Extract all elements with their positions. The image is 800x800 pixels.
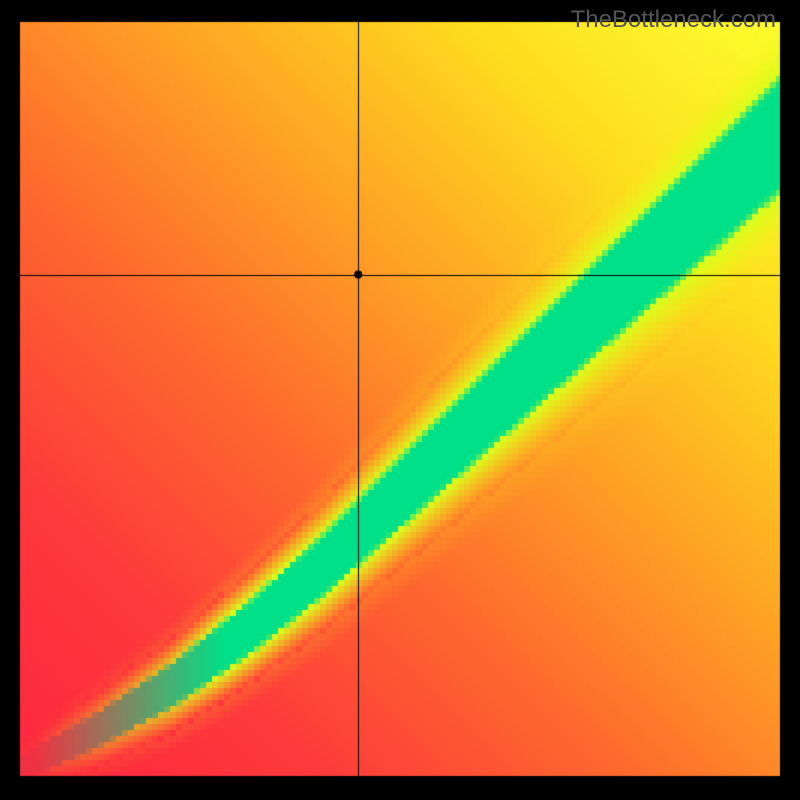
bottleneck-heatmap (0, 0, 800, 800)
watermark-text: TheBottleneck.com (571, 6, 776, 34)
